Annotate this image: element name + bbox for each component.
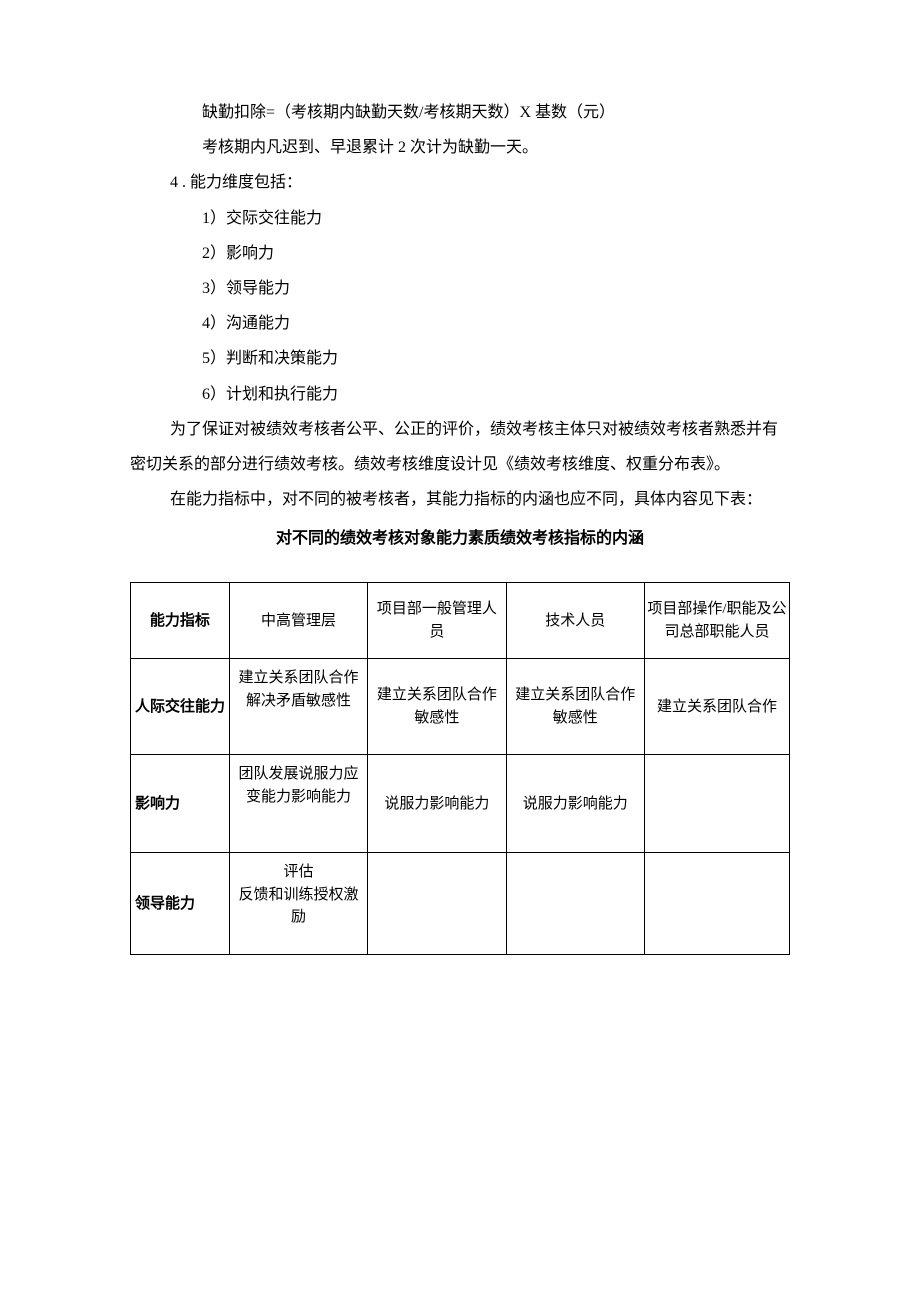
header-cell: 技术人员 xyxy=(506,583,644,659)
text-line: 考核期内凡迟到、早退累计 2 次计为缺勤一天。 xyxy=(130,130,790,165)
paragraph: 在能力指标中，对不同的被考核者，其能力指标的内涵也应不同，具体内容见下表： xyxy=(130,482,790,517)
table-cell xyxy=(506,853,644,955)
table-row: 领导能力 评估 反馈和训练授权激励 xyxy=(131,853,790,955)
table-row: 影响力 团队发展说服力应变能力影响能力 说服力影响能力 说服力影响能力 xyxy=(131,755,790,853)
header-cell: 中高管理层 xyxy=(229,583,367,659)
table-cell: 团队发展说服力应变能力影响能力 xyxy=(229,755,367,853)
row-label-cell: 人际交往能力 xyxy=(131,659,230,755)
table-cell: 评估 反馈和训练授权激励 xyxy=(229,853,367,955)
table-title: 对不同的绩效考核对象能力素质绩效考核指标的内涵 xyxy=(130,521,790,556)
table-row: 人际交往能力 建立关系团队合作解决矛盾敏感性 建立关系团队合作敏感性 建立关系团… xyxy=(131,659,790,755)
row-label-cell: 影响力 xyxy=(131,755,230,853)
table-cell xyxy=(644,853,789,955)
sublist-item: 6）计划和执行能力 xyxy=(130,377,790,412)
sublist-item: 1）交际交往能力 xyxy=(130,201,790,236)
header-cell: 项目部一般管理人员 xyxy=(368,583,506,659)
table-cell: 说服力影响能力 xyxy=(506,755,644,853)
sublist-item: 5）判断和决策能力 xyxy=(130,341,790,376)
sublist-item: 3）领导能力 xyxy=(130,271,790,306)
sublist-item: 2）影响力 xyxy=(130,236,790,271)
row-label-cell: 领导能力 xyxy=(131,853,230,955)
table-cell: 说服力影响能力 xyxy=(368,755,506,853)
table-cell: 建立关系团队合作敏感性 xyxy=(368,659,506,755)
header-cell: 项目部操作/职能及公司总部职能人员 xyxy=(644,583,789,659)
header-cell: 能力指标 xyxy=(131,583,230,659)
text-line: 缺勤扣除=（考核期内缺勤天数/考核期天数）X 基数（元） xyxy=(130,95,790,130)
cell-line: 评估 xyxy=(284,864,314,880)
table-cell: 建立关系团队合作 xyxy=(644,659,789,755)
sublist-item: 4）沟通能力 xyxy=(130,306,790,341)
paragraph: 为了保证对被绩效考核者公平、公正的评价，绩效考核主体只对被绩效考核者熟悉并有密切… xyxy=(130,412,790,482)
table-cell: 建立关系团队合作敏感性 xyxy=(506,659,644,755)
table-cell: 建立关系团队合作解决矛盾敏感性 xyxy=(229,659,367,755)
table-header-row: 能力指标 中高管理层 项目部一般管理人员 技术人员 项目部操作/职能及公司总部职… xyxy=(131,583,790,659)
document-body: 缺勤扣除=（考核期内缺勤天数/考核期天数）X 基数（元） 考核期内凡迟到、早退累… xyxy=(130,95,790,556)
table-cell xyxy=(644,755,789,853)
table-cell xyxy=(368,853,506,955)
list-item: 4 . 能力维度包括： xyxy=(130,165,790,200)
cell-line: 反馈和训练授权激励 xyxy=(239,887,359,926)
competency-table: 能力指标 中高管理层 项目部一般管理人员 技术人员 项目部操作/职能及公司总部职… xyxy=(130,582,790,955)
